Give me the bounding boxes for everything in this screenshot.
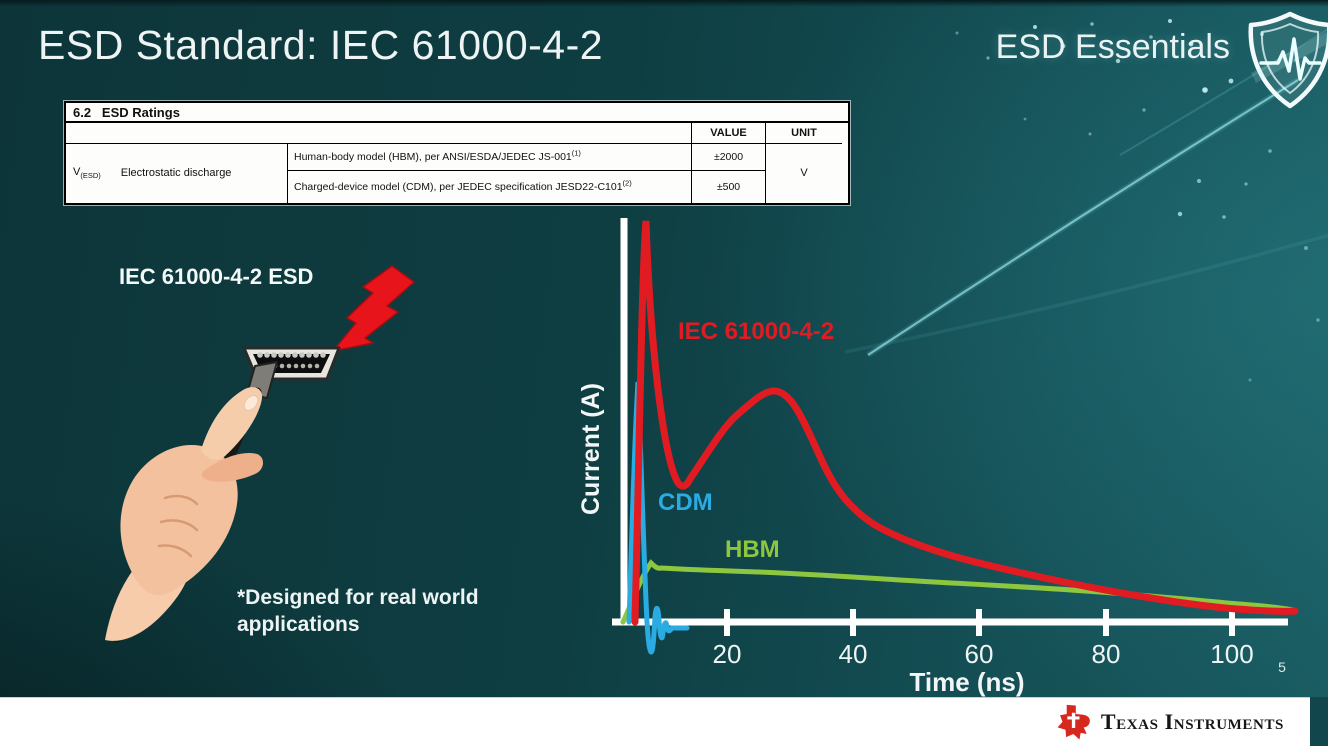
x-axis-label: Time (ns) [909, 667, 1024, 697]
cdm-series-label: CDM [658, 489, 713, 516]
esd-ratings-table: 6.2 ESD Ratings VALUE UNIT V(ESD) Electr… [64, 101, 850, 205]
brand-name: Texas Instruments [1100, 709, 1284, 734]
x-tick-labels: 20 40 60 80 100 [713, 639, 1254, 669]
fingernail [243, 394, 259, 412]
light-streak-2 [1119, 28, 1328, 156]
ratings-section-title: 6.2 ESD Ratings [66, 103, 848, 123]
background-decor [844, 19, 1328, 382]
lightning-bolt-icon [332, 265, 415, 352]
light-streak [867, 79, 1299, 356]
param-symbol: V(ESD) [73, 166, 101, 181]
param-name: Electrostatic discharge [120, 167, 232, 180]
light-streak-3 [844, 233, 1328, 354]
ratings-header-empty [66, 123, 692, 144]
svg-text:60: 60 [965, 639, 994, 669]
esd-waveform-chart: IEC 61000-4-2 CDM HBM Current (A) Time (… [577, 218, 1299, 697]
footnote-line2: applications [237, 613, 360, 637]
ratings-value-hbm: ±2000 [692, 144, 766, 171]
ratings-grid: VALUE UNIT V(ESD) Electrostatic discharg… [66, 123, 848, 203]
hbm-series-label: HBM [725, 536, 780, 563]
svg-text:20: 20 [713, 639, 742, 669]
illustration-label: IEC 61000-4-2 ESD [119, 264, 314, 289]
footnote: *Designed for real world applications [237, 584, 479, 639]
slide-body: ESD Standard: IEC 61000-4-2 ESD Essentia… [0, 0, 1328, 697]
ratings-col-value: VALUE [692, 123, 766, 144]
hbm-curve [620, 559, 1296, 625]
glow-dots [955, 19, 1320, 382]
svg-text:40: 40 [839, 639, 868, 669]
heartbeat-pulse-icon [1259, 37, 1322, 81]
y-axis-label: Current (A) [577, 383, 605, 515]
hand [105, 387, 263, 641]
ratings-unit: V [800, 167, 808, 180]
iec-series-label: IEC 61000-4-2 [678, 318, 834, 345]
ratings-col-unit: UNIT [766, 123, 842, 144]
ratings-desc-hbm: Human-body model (HBM), per ANSI/ESDA/JE… [288, 144, 692, 171]
svg-text:100: 100 [1210, 639, 1253, 669]
x-ticks [724, 609, 1235, 636]
footer-bar: Texas Instruments [0, 697, 1310, 746]
iec-curve [631, 220, 1299, 626]
footnote-line1: *Designed for real world [237, 586, 479, 609]
svg-text:80: 80 [1092, 639, 1121, 669]
program-badge: ESD Essentials [995, 28, 1230, 66]
page-number: 5 [1278, 659, 1286, 675]
ti-logo-icon [1057, 704, 1090, 739]
page-title: ESD Standard: IEC 61000-4-2 [38, 22, 604, 68]
hand-esd-illustration [105, 265, 415, 643]
ratings-desc-cdm: Charged-device model (CDM), per JEDEC sp… [288, 171, 692, 203]
esd-shield-icon [1248, 11, 1328, 109]
ratings-value-cdm: ±500 [692, 171, 766, 203]
ratings-param-cell: V(ESD) Electrostatic discharge [66, 144, 288, 203]
